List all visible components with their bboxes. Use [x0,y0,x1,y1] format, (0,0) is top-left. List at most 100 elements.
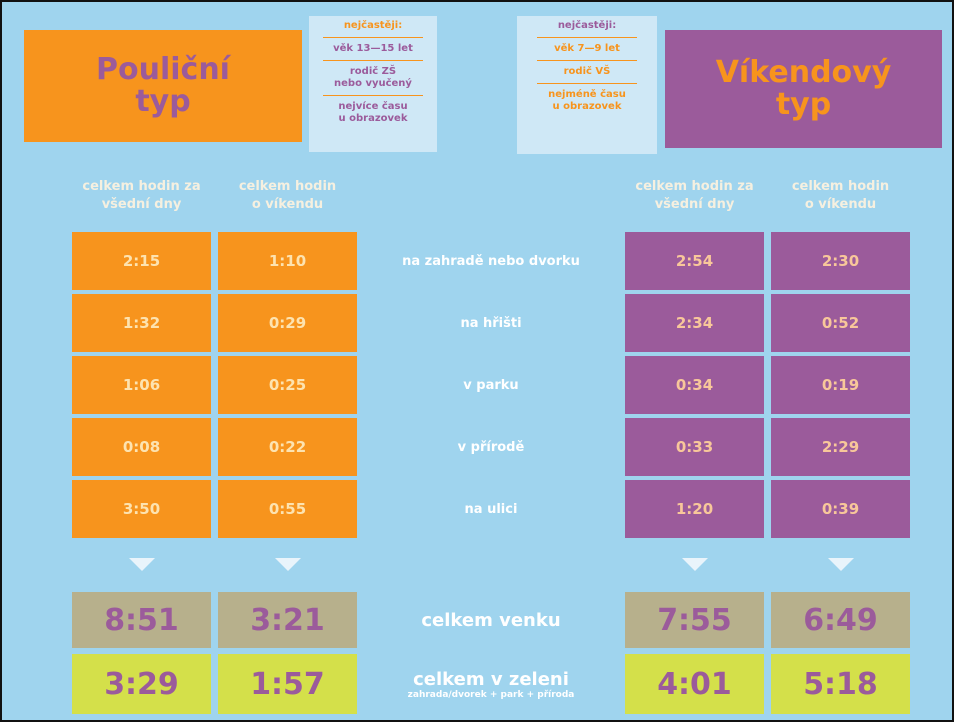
column-header-line: o víkendu [251,197,324,212]
time-value: 0:22 [268,438,307,456]
column-header-line: o víkendu [804,197,877,212]
info-box: nejčastěji: věk 7—9 let rodič VŠ nejméně ča… [517,16,657,154]
info-item-line: nebo vyučený [334,78,412,89]
time-value: 0:08 [122,438,161,456]
time-value: 2:30 [821,252,860,270]
total-label: celkem v zeleni zahrada/dvorek + park + p… [364,654,618,714]
row-label: na hřišti [364,294,618,352]
time-value: 2:34 [675,314,714,332]
type-title: Pouliční typ [24,30,302,142]
arrow [827,558,854,571]
info-item: rodič ZŠ nebo vyučený [323,60,423,95]
info-item-line: u obrazovek [338,113,408,124]
type-title-line: Víkendový [715,55,892,90]
total-value: 7:55 [657,602,732,638]
time-cell: 1:20 [625,480,764,538]
info-item-line: u obrazovek [552,101,622,112]
time-cell: 0:52 [771,294,910,352]
type-title-line: typ [135,84,191,119]
time-value: 0:52 [821,314,860,332]
info-box: nejčastěji: věk 13—15 let rodič ZŠ nebo vyu… [309,16,437,152]
total-label: celkem venku [364,592,618,648]
time-value: 0:55 [268,500,307,518]
time-value: 0:19 [821,376,860,394]
time-value: 1:20 [675,500,714,518]
time-cell: 0:19 [771,356,910,414]
time-value: 0:39 [821,500,860,518]
info-item: rodič VŠ [537,60,637,83]
total-cell: 6:49 [771,592,910,648]
time-cell: 0:29 [218,294,357,352]
info-heading: nejčastěji: [557,20,617,31]
row-label: v parku [364,356,618,414]
arrow [128,558,155,571]
time-cell: 2:15 [72,232,211,290]
total-sublabel: zahrada/dvorek + park + příroda [407,689,575,700]
time-cell: 3:50 [72,480,211,538]
total-value: 1:57 [250,666,325,702]
info-item-line: věk 7—9 let [554,43,620,54]
time-value: 1:06 [122,376,161,394]
column-header: celkem hodin o víkendu [761,174,920,218]
info-item: věk 13—15 let [323,37,423,60]
column-header-line: celkem hodin [791,179,890,194]
time-cell: 0:33 [625,418,764,476]
row-label-text: v parku [463,377,519,393]
info-item: nejméně času u obrazovek [537,83,637,118]
time-cell: 2:54 [625,232,764,290]
total-label-text: celkem venku [421,609,561,631]
column-header: celkem hodin za všední dny [62,174,221,218]
total-cell: 8:51 [72,592,211,648]
total-cell: 7:55 [625,592,764,648]
time-value: 0:34 [675,376,714,394]
info-item-line: rodič VŠ [563,66,611,77]
info-item: nejvíce času u obrazovek [323,95,423,130]
arrow [681,558,708,571]
time-value: 2:15 [122,252,161,270]
row-label: v přírodě [364,418,618,476]
column-header-line: všední dny [101,197,182,212]
info-heading: nejčastěji: [343,20,403,31]
time-value: 2:54 [675,252,714,270]
time-cell: 0:22 [218,418,357,476]
type-title: Víkendový typ [665,30,942,148]
total-value: 6:49 [803,602,878,638]
time-cell: 1:06 [72,356,211,414]
column-header-line: všední dny [654,197,735,212]
row-label: na ulici [364,480,618,538]
type-title-line: typ [775,87,832,122]
total-value: 3:29 [104,666,179,702]
type-title-line: Pouliční [96,52,230,87]
column-header-line: celkem hodin za [82,179,201,194]
total-label-text: celkem v zeleni [413,668,569,690]
time-cell: 0:25 [218,356,357,414]
column-header-line: celkem hodin za [635,179,754,194]
info-item: věk 7—9 let [537,37,637,60]
total-cell: 3:21 [218,592,357,648]
time-cell: 0:39 [771,480,910,538]
info-item-line: věk 13—15 let [333,43,413,54]
time-value: 0:29 [268,314,307,332]
time-value: 0:33 [675,438,714,456]
time-cell: 0:55 [218,480,357,538]
total-cell: 5:18 [771,654,910,714]
total-cell: 3:29 [72,654,211,714]
column-header: celkem hodin o víkendu [208,174,367,218]
total-value: 4:01 [657,666,732,702]
time-value: 0:25 [268,376,307,394]
info-item-line: nejvíce času [338,101,408,112]
time-value: 1:32 [122,314,161,332]
row-label-text: na ulici [464,501,518,517]
total-value: 5:18 [803,666,878,702]
time-cell: 0:34 [625,356,764,414]
row-label: na zahradě nebo dvorku [364,232,618,290]
total-value: 8:51 [104,602,179,638]
time-value: 1:10 [268,252,307,270]
time-value: 2:29 [821,438,860,456]
time-value: 3:50 [122,500,161,518]
total-cell: 1:57 [218,654,357,714]
time-cell: 0:08 [72,418,211,476]
row-label-text: v přírodě [457,439,525,455]
total-cell: 4:01 [625,654,764,714]
